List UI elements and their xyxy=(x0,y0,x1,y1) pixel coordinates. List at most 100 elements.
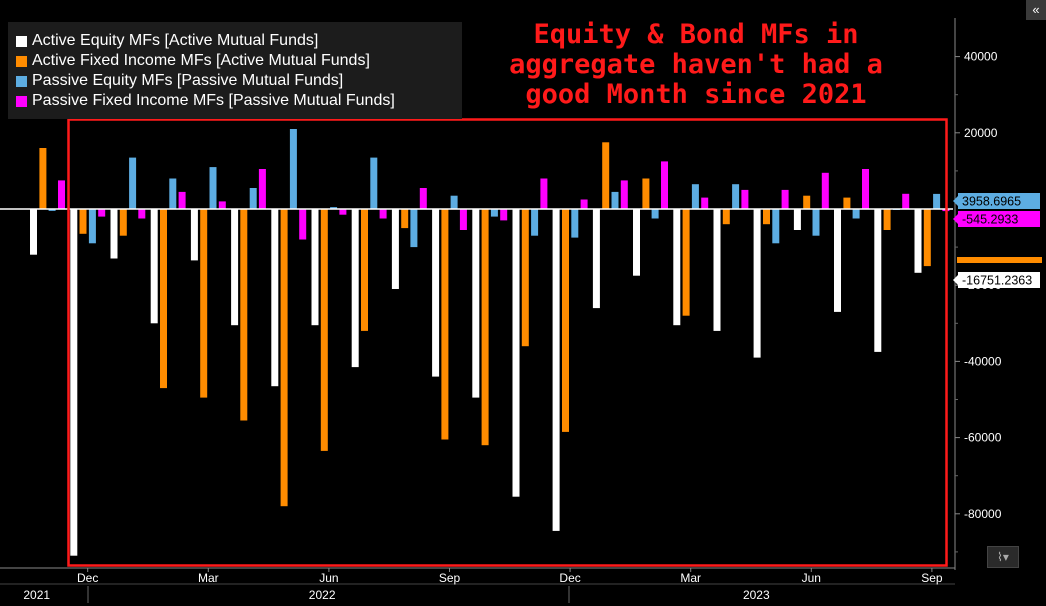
title-line: aggregate haven't had a xyxy=(509,49,883,80)
y-tick-label: -60000 xyxy=(964,431,1002,445)
bar xyxy=(258,169,266,209)
last-value-tag-pointer xyxy=(953,196,958,206)
bar xyxy=(490,209,498,217)
bar xyxy=(701,197,709,209)
bar xyxy=(88,209,96,244)
bar xyxy=(138,209,146,219)
bar xyxy=(852,209,860,219)
x-tick-label: Dec xyxy=(559,571,580,585)
bar xyxy=(169,178,177,209)
bar xyxy=(722,209,730,225)
bar xyxy=(339,209,347,215)
bar xyxy=(320,209,328,451)
y-tick-label: 20000 xyxy=(964,126,998,140)
bar xyxy=(914,209,922,273)
bar xyxy=(874,209,882,352)
bar xyxy=(450,195,458,209)
bar xyxy=(58,180,65,209)
bar xyxy=(661,161,668,209)
legend-item-active-equity[interactable]: Active Equity MFs [Active Mutual Funds] xyxy=(16,31,318,51)
legend-swatch xyxy=(16,95,27,107)
bar xyxy=(691,184,699,209)
bar xyxy=(79,209,87,234)
bar xyxy=(602,142,610,209)
bar xyxy=(521,209,529,347)
bar xyxy=(190,209,198,261)
bar xyxy=(883,209,891,230)
legend-label: Active Fixed Income MFs [Active Mutual F… xyxy=(32,52,370,69)
legend-label: Passive Fixed Income MFs [Passive Mutual… xyxy=(32,92,395,109)
bar xyxy=(271,209,279,387)
x-tick-label: Mar xyxy=(680,571,701,585)
bar xyxy=(673,209,681,326)
legend-swatch xyxy=(16,35,27,47)
bar xyxy=(39,148,47,209)
bar xyxy=(620,180,628,209)
legend-item-passive-fixed-income[interactable]: Passive Fixed Income MFs [Passive Mutual… xyxy=(16,91,395,111)
legend-swatch xyxy=(16,55,27,67)
x-tick-label: Jun xyxy=(319,571,338,585)
bar xyxy=(843,197,851,209)
bar xyxy=(330,207,338,209)
bar xyxy=(531,209,539,236)
title-line: Equity & Bond MFs in xyxy=(533,19,859,50)
bar xyxy=(441,209,449,440)
last-value-tag-label: 3958.6965 xyxy=(962,195,1021,209)
bar xyxy=(401,209,409,229)
y-tick-label: -80000 xyxy=(964,507,1002,521)
x-tick-label: Dec xyxy=(77,571,98,585)
bar xyxy=(803,195,811,209)
bar xyxy=(642,178,650,209)
bar xyxy=(419,188,427,209)
bar xyxy=(129,157,137,209)
bar xyxy=(633,209,640,276)
x-tick-label: Jun xyxy=(802,571,821,585)
bar xyxy=(793,209,801,230)
bar xyxy=(48,209,56,211)
year-label: 2023 xyxy=(743,588,770,602)
y-tick-label: 40000 xyxy=(964,50,998,64)
bar xyxy=(370,157,378,209)
bar xyxy=(481,209,489,446)
bar xyxy=(933,193,941,209)
bar xyxy=(209,167,217,209)
bar xyxy=(834,209,841,312)
bar xyxy=(351,209,359,368)
bar xyxy=(732,184,740,209)
bar xyxy=(812,209,820,236)
bar xyxy=(571,209,579,238)
bar xyxy=(923,209,931,267)
last-value-tag-label: -16751.2363 xyxy=(962,274,1032,288)
bar xyxy=(178,191,186,209)
x-tick-label: Sep xyxy=(439,571,461,585)
title-line: good Month since 2021 xyxy=(525,79,867,110)
chart-title-annotation: Equity & Bond MFs in aggregate haven't h… xyxy=(476,20,916,110)
last-value-tag xyxy=(958,193,1040,209)
last-value-tag xyxy=(958,272,1040,288)
bar xyxy=(70,209,78,556)
bar xyxy=(432,209,440,377)
bar xyxy=(311,209,319,326)
bar xyxy=(512,209,520,497)
legend-label: Active Equity MFs [Active Mutual Funds] xyxy=(32,32,319,49)
bar xyxy=(289,129,297,209)
chart-type-button[interactable]: ⌇▾ xyxy=(987,546,1019,568)
bar xyxy=(741,189,749,209)
bar xyxy=(98,209,106,217)
x-tick-label: Mar xyxy=(198,571,219,585)
bar xyxy=(218,201,226,209)
bar xyxy=(249,188,257,209)
bar xyxy=(763,209,770,225)
legend-item-passive-equity[interactable]: Passive Equity MFs [Passive Mutual Funds… xyxy=(16,71,343,91)
bar xyxy=(240,209,248,421)
bar xyxy=(713,209,721,331)
legend-item-active-fixed-income[interactable]: Active Fixed Income MFs [Active Mutual F… xyxy=(16,51,370,71)
collapse-panel-button[interactable]: « xyxy=(1026,0,1046,20)
bar xyxy=(160,209,167,389)
bar xyxy=(580,199,588,209)
bar xyxy=(150,209,158,324)
bar xyxy=(500,209,508,221)
legend: Active Equity MFs [Active Mutual Funds] … xyxy=(8,22,462,119)
year-label: 2022 xyxy=(309,588,336,602)
